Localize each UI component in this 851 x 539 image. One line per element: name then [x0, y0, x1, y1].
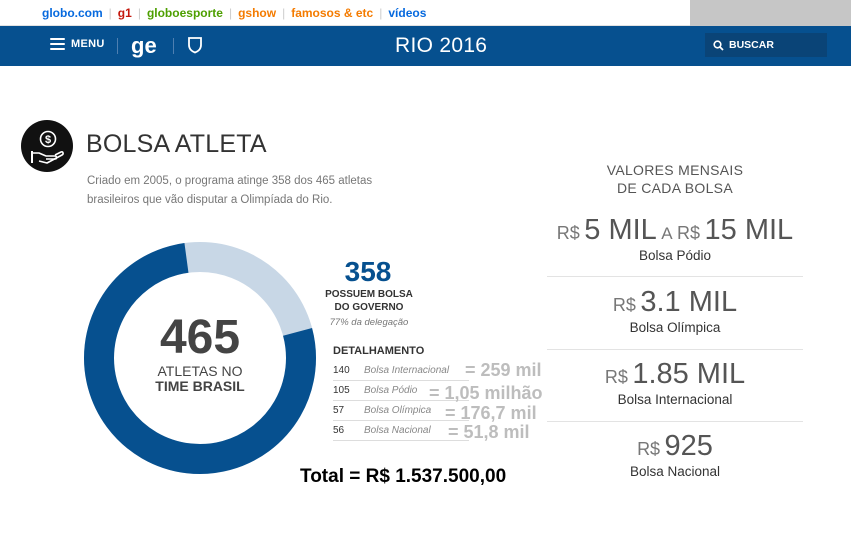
bolsa-count: 358 — [344, 256, 392, 287]
money-hand-icon: $ — [21, 120, 73, 172]
value: 3.1 MIL — [640, 286, 738, 318]
separator — [547, 276, 803, 277]
row-count: 105 — [333, 385, 350, 396]
link-famosos[interactable]: famosos & etc — [291, 5, 374, 20]
ge-logo[interactable]: ge — [131, 33, 157, 58]
detalhamento-heading: DETALHAMENTO — [333, 345, 425, 357]
link-gshow[interactable]: gshow — [238, 5, 277, 20]
total-amount: Total = R$ 1.537.500,00 — [300, 466, 507, 487]
site-header: MENU ge RIO 2016 BUSCAR — [0, 26, 851, 66]
currency: R$ — [677, 223, 701, 243]
value-olimpica: R$ 3.1 MIL — [547, 286, 803, 319]
link-globo[interactable]: globo.com — [42, 5, 103, 20]
divider — [117, 38, 118, 54]
menu-label: MENU — [71, 38, 105, 50]
value-from: 5 MIL — [584, 214, 657, 246]
globo-network-bar: globo.com | g1 | globoesporte | gshow | … — [0, 0, 690, 26]
detalhamento-row: 56 Bolsa Nacional — [333, 421, 469, 441]
detalhamento-row: 57 Bolsa Olímpica — [333, 401, 469, 421]
connector: A — [661, 224, 673, 243]
row-category: Bolsa Internacional — [364, 365, 450, 376]
link-videos[interactable]: vídeos — [388, 5, 427, 20]
top-right-blank — [690, 0, 851, 26]
row-count: 140 — [333, 365, 350, 376]
annotation-olimpica: = 176,7 mil — [445, 403, 537, 423]
annotation-podio: = 1,05 milhão — [429, 383, 543, 403]
value-podio: R$ 5 MIL A R$ 15 MIL — [547, 214, 803, 247]
row-count: 56 — [333, 425, 345, 436]
currency: R$ — [556, 223, 580, 243]
separator — [547, 421, 803, 422]
divider — [173, 38, 174, 54]
label-nacional: Bolsa Nacional — [629, 464, 721, 479]
row-category: Bolsa Nacional — [364, 425, 431, 436]
currency: R$ — [637, 439, 661, 459]
link-g1[interactable]: g1 — [117, 5, 132, 20]
hamburger-icon — [50, 38, 65, 50]
row-category: Bolsa Pódio — [364, 385, 418, 396]
page-title[interactable]: RIO 2016 — [395, 34, 488, 57]
menu-button[interactable]: MENU — [50, 38, 105, 50]
value-nacional: R$ 925 — [547, 430, 803, 463]
value-internacional: R$ 1.85 MIL — [547, 358, 803, 391]
valores-heading-line2: DE CADA BOLSA — [617, 180, 733, 196]
donut-bolsa-segment — [84, 242, 316, 474]
search-button[interactable]: BUSCAR — [705, 33, 827, 57]
separator: | — [228, 5, 233, 20]
shield-icon[interactable] — [187, 36, 203, 54]
bolsa-label-line2: DO GOVERNO — [334, 301, 404, 313]
separator — [547, 349, 803, 350]
section-title: BOLSA ATLETA — [86, 130, 267, 158]
row-category: Bolsa Olímpica — [364, 405, 432, 416]
bolsa-count-label: POSSUEM BOLSA DO GOVERNO — [323, 289, 415, 314]
valores-heading-line1: VALORES MENSAIS — [606, 162, 744, 178]
svg-text:$: $ — [45, 134, 51, 146]
value: 1.85 MIL — [632, 358, 746, 390]
search-label: BUSCAR — [729, 39, 774, 51]
separator: | — [282, 5, 286, 20]
intro-text: Criado em 2005, o programa atinge 358 do… — [87, 175, 373, 206]
link-globoesporte[interactable]: globoesporte — [146, 5, 223, 20]
total-athletes-number: 465 — [159, 311, 241, 364]
donut-label-line2: TIME BRASIL — [155, 378, 245, 394]
separator: | — [108, 5, 112, 20]
currency: R$ — [612, 295, 636, 315]
annotation-internacional: = 259 mil — [465, 360, 542, 380]
row-count: 57 — [333, 405, 345, 416]
search-icon — [713, 39, 724, 51]
label-olimpica: Bolsa Olímpica — [629, 320, 721, 335]
value-to: 15 MIL — [704, 214, 794, 246]
label-internacional: Bolsa Internacional — [617, 392, 733, 407]
separator: | — [379, 5, 383, 20]
donut-label-line1: ATLETAS NO — [157, 363, 243, 379]
detalhamento-row: 140 Bolsa Internacional — [333, 361, 469, 381]
detalhamento-row: 105 Bolsa Pódio — [333, 381, 469, 401]
currency: R$ — [604, 367, 628, 387]
annotation-nacional: = 51,8 mil — [448, 422, 530, 442]
label-podio: Bolsa Pódio — [638, 248, 712, 263]
separator: | — [137, 5, 141, 20]
bolsa-percentage: 77% da delegação — [329, 317, 409, 328]
bolsa-label-line1: POSSUEM BOLSA — [325, 289, 413, 300]
athletes-donut-chart — [84, 242, 316, 474]
value: 925 — [664, 430, 713, 462]
valores-heading: VALORES MENSAIS DE CADA BOLSA — [585, 161, 765, 197]
